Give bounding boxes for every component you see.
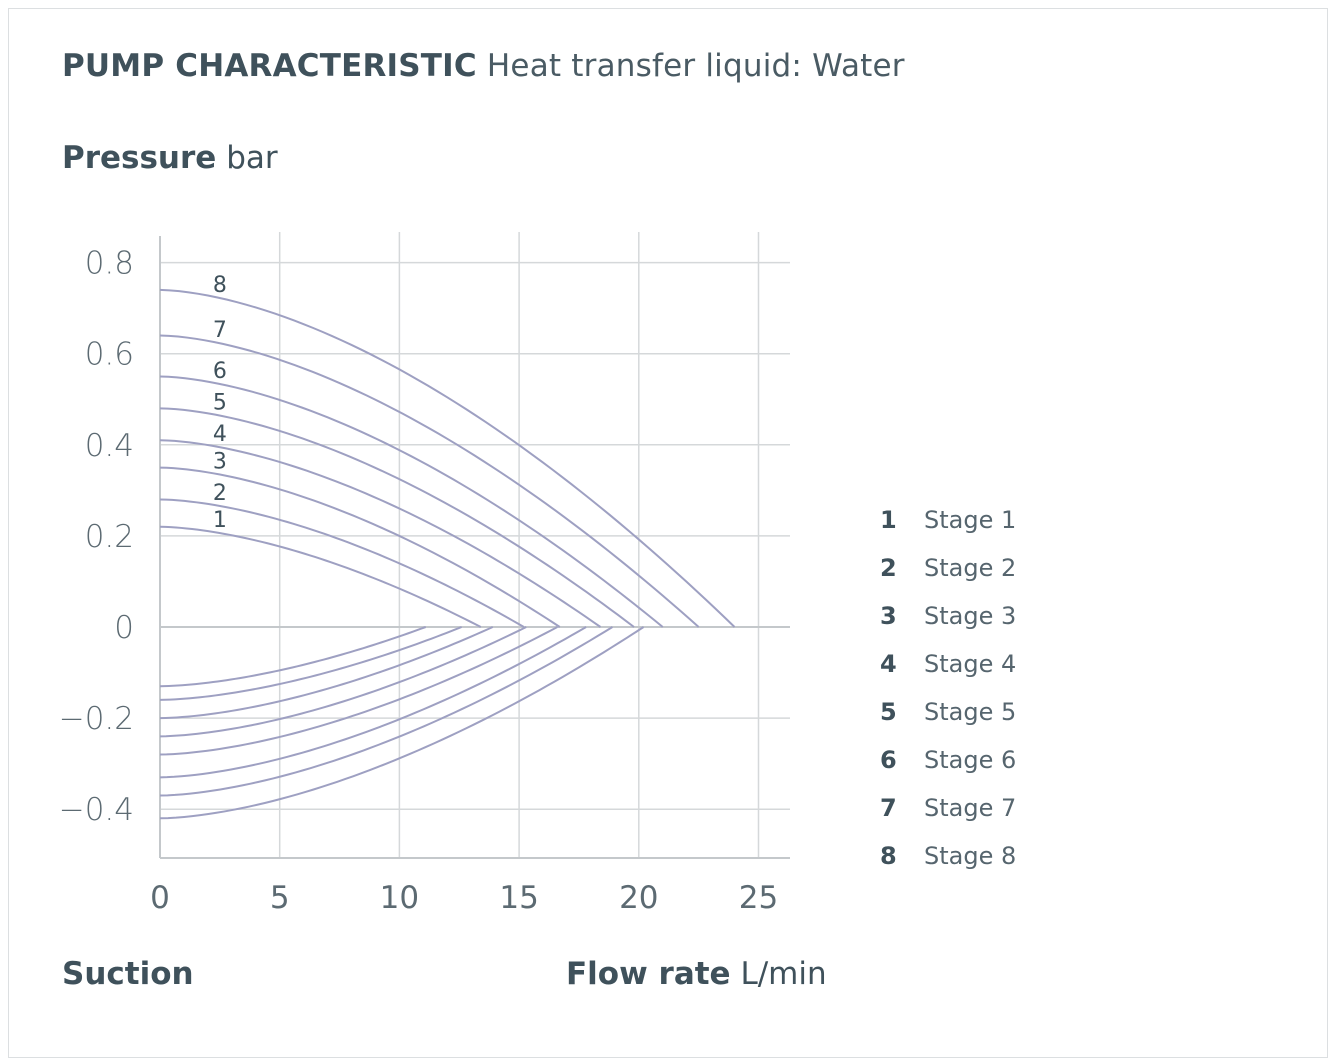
suction-curve-stage-1 (159, 626, 427, 688)
x-tick-label: 20 (619, 880, 658, 916)
curve-label: 2 (213, 481, 227, 506)
curve-label: 8 (213, 273, 227, 298)
legend-item: 2 Stage 2 (878, 544, 1016, 592)
x-axis-label: Flow rate (566, 956, 731, 992)
pressure-curve-stage-4 (159, 439, 602, 628)
legend-label: Stage 8 (924, 842, 1017, 870)
y-tick-label: 0.2 (85, 519, 134, 555)
legend-label: Stage 1 (924, 506, 1017, 534)
title-subtitle: Heat transfer liquid: Water (486, 48, 905, 84)
pressure-curve-stage-6 (159, 375, 664, 628)
y-tick-label: −0.4 (59, 792, 134, 828)
x-axis-title: Flow rate L/min (566, 956, 827, 992)
x-tick-label: 0 (150, 880, 170, 916)
suction-curve-stage-5 (159, 626, 558, 756)
legend-item: 6 Stage 6 (878, 736, 1016, 784)
pressure-curve-stage-3 (159, 466, 561, 628)
suction-curve-stage-8 (159, 626, 645, 820)
y-tick-label: 0 (114, 610, 134, 646)
suction-curve-stage-7 (159, 626, 613, 797)
y-axis-unit: bar (226, 140, 278, 176)
chart-title: PUMP CHARACTERISTIC Heat transfer liquid… (62, 48, 905, 84)
x-tick-label: 5 (270, 880, 290, 916)
curve-label: 7 (213, 318, 227, 343)
legend-item: 5 Stage 5 (878, 688, 1016, 736)
curve-label: 1 (213, 508, 227, 533)
legend-number: 5 (880, 698, 897, 726)
suction-curve-stage-4 (159, 626, 527, 738)
chart-card (8, 8, 1328, 1058)
suction-curve-stage-3 (159, 626, 494, 720)
suction-label: Suction (62, 956, 194, 992)
y-tick-label: 0.4 (85, 428, 134, 464)
legend-label: Stage 4 (924, 650, 1017, 678)
suction-curve-stage-6 (159, 626, 587, 779)
legend-item: 7 Stage 7 (878, 784, 1016, 832)
legend-item: 8 Stage 8 (878, 832, 1016, 880)
curve-label: 3 (213, 450, 227, 475)
legend-item: 1 Stage 1 (878, 496, 1016, 544)
y-tick-label: 0.6 (85, 337, 134, 373)
x-axis-unit: L/min (740, 956, 827, 992)
pressure-curve-stage-8 (159, 288, 736, 628)
legend-item: 4 Stage 4 (878, 640, 1016, 688)
curve-label: 4 (213, 422, 227, 447)
y-tick-label: −0.2 (59, 701, 134, 737)
curve-label: 5 (213, 391, 227, 416)
legend-item: 3 Stage 3 (878, 592, 1016, 640)
curve-label: 6 (213, 359, 227, 384)
legend-label: Stage 3 (924, 602, 1017, 630)
legend-label: Stage 7 (924, 794, 1017, 822)
pressure-curve-stage-2 (159, 498, 525, 628)
legend-label: Stage 6 (924, 746, 1017, 774)
legend: 1 Stage 1 2 Stage 2 3 Stage 3 4 Stage 4 … (878, 496, 1016, 880)
legend-number: 6 (880, 746, 897, 774)
pressure-curve-stage-7 (159, 334, 700, 628)
legend-number: 4 (880, 650, 897, 678)
legend-number: 3 (880, 602, 897, 630)
legend-number: 1 (880, 506, 897, 534)
suction-curve-stage-2 (159, 626, 463, 701)
x-tick-label: 10 (380, 880, 419, 916)
legend-number: 2 (880, 554, 897, 582)
legend-label: Stage 5 (924, 698, 1017, 726)
title-bold: PUMP CHARACTERISTIC (62, 48, 477, 84)
y-axis-label: Pressure (62, 140, 217, 176)
legend-label: Stage 2 (924, 554, 1017, 582)
pressure-curve-stage-1 (159, 525, 482, 628)
y-tick-label: 0.8 (85, 246, 134, 282)
legend-number: 8 (880, 842, 897, 870)
x-tick-label: 25 (739, 880, 778, 916)
x-tick-label: 15 (499, 880, 538, 916)
y-axis-title: Pressure bar (62, 140, 278, 176)
legend-number: 7 (880, 794, 897, 822)
pressure-curve-stage-5 (159, 407, 635, 628)
